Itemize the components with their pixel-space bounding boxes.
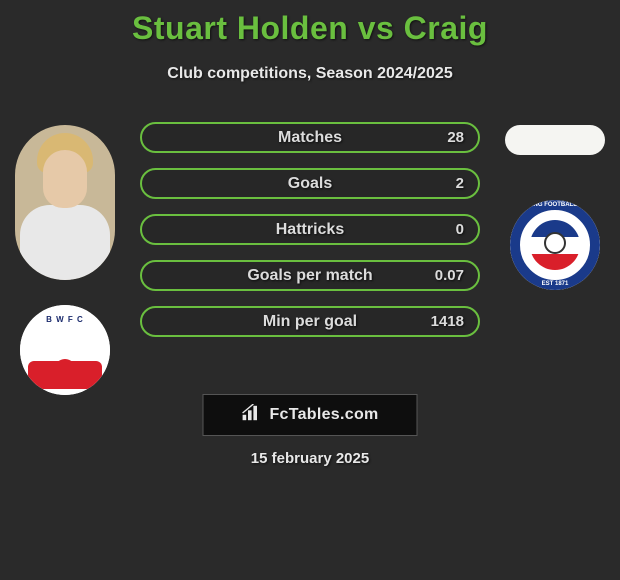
stat-row-hattricks: Hattricks 0	[140, 214, 480, 245]
stat-value-right: 0.07	[435, 267, 464, 284]
bar-chart-icon	[241, 404, 263, 427]
date-text: 15 february 2025	[251, 450, 369, 467]
stat-value-right: 2	[456, 175, 464, 192]
stat-label: Min per goal	[263, 313, 357, 331]
left-column: B W F C	[10, 125, 120, 395]
footer-brand[interactable]: FcTables.com	[203, 394, 418, 436]
stat-label: Matches	[278, 129, 342, 147]
club-badge-left: B W F C	[20, 305, 110, 395]
stat-label: Hattricks	[276, 221, 344, 239]
footer-brand-text: FcTables.com	[269, 406, 378, 424]
player-photo-left	[15, 125, 115, 280]
stat-row-goals: Goals 2	[140, 168, 480, 199]
stat-label: Goals per match	[247, 267, 372, 285]
stat-row-goals-per-match: Goals per match 0.07	[140, 260, 480, 291]
stat-value-right: 1418	[431, 313, 464, 330]
stat-row-matches: Matches 28	[140, 122, 480, 153]
right-column: READING FOOTBALL CLUB EST 1871	[500, 125, 610, 290]
stat-value-right: 0	[456, 221, 464, 238]
player-photo-right	[505, 125, 605, 155]
stat-value-right: 28	[447, 129, 464, 146]
subtitle: Club competitions, Season 2024/2025	[0, 65, 620, 83]
stat-label: Goals	[288, 175, 332, 193]
stats-list: Matches 28 Goals 2 Hattricks 0 Goals per…	[140, 122, 480, 337]
club-badge-right: READING FOOTBALL CLUB EST 1871	[510, 200, 600, 290]
stat-row-min-per-goal: Min per goal 1418	[140, 306, 480, 337]
page-title: Stuart Holden vs Craig	[0, 0, 620, 47]
